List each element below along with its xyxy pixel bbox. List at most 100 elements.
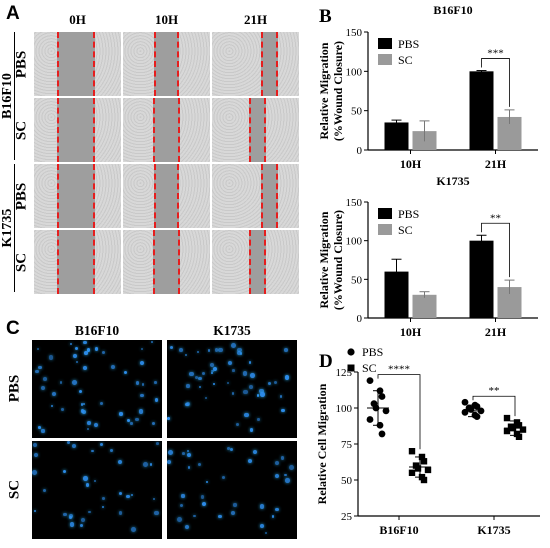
chart-title: B16F10 (433, 3, 472, 17)
cell-dot (68, 515, 73, 520)
cell-dot (38, 365, 42, 370)
legend-label-pbs: PBS (362, 345, 383, 359)
cell-dot (151, 421, 156, 425)
cell-dot (181, 494, 185, 498)
cell-dot (167, 449, 173, 455)
significance-bracket (472, 395, 516, 417)
cell-dot (279, 395, 283, 399)
scratch-image (34, 32, 121, 96)
cell-dot (200, 495, 204, 499)
wound-gap (152, 98, 181, 162)
fluorescence-image (32, 340, 162, 438)
data-point-sc (408, 469, 416, 476)
y-tick-label: 0 (357, 313, 363, 325)
cell-dot (117, 459, 123, 464)
cell-dot (119, 492, 123, 496)
legend-swatch-sc (378, 224, 392, 235)
cell-dot (154, 381, 157, 384)
scratch-image (34, 164, 121, 228)
scratch-image (212, 230, 299, 294)
cell-dot (100, 442, 104, 446)
cell-dot (48, 355, 54, 360)
cell-dot (250, 372, 255, 378)
y-tick-label: 25 (341, 511, 353, 523)
col-header-21h: 21H (243, 12, 268, 27)
y-tick-label: 150 (346, 27, 363, 39)
cell-dot (84, 351, 88, 355)
scratch-line (154, 164, 157, 228)
cell-dot (131, 526, 136, 532)
scratch-line (260, 164, 263, 228)
legend-marker-sc (347, 364, 355, 372)
cell-dot (243, 412, 249, 418)
cell-dot (149, 463, 153, 466)
data-point-pbs (382, 407, 390, 415)
scratch-line (263, 98, 266, 162)
scratch-image (123, 164, 210, 228)
cell-dot (111, 364, 116, 369)
cell-dot (41, 429, 45, 433)
y-tick-label: 50 (341, 475, 353, 487)
legend-label-pbs: PBS (398, 37, 419, 51)
cell-dot (198, 376, 202, 381)
significance-bracket (481, 58, 510, 107)
cell-dot (179, 504, 183, 508)
cell-dot (221, 475, 226, 480)
cell-dot (252, 450, 258, 455)
cell-dot (93, 479, 96, 482)
cell-dot (32, 442, 37, 447)
cell-dot (285, 478, 290, 483)
chart-title: K1735 (436, 174, 469, 188)
cell-dot (119, 412, 123, 416)
data-point-sc (420, 458, 428, 465)
legend-swatch-pbs (378, 208, 392, 219)
y-axis-label-line: Relative Migration (317, 211, 331, 308)
cell-dot (226, 447, 230, 450)
cell-dot (63, 512, 67, 517)
cell-dot (259, 388, 264, 393)
wound-gap (248, 230, 266, 294)
legend-label-sc: SC (362, 361, 377, 375)
cell-dot (32, 470, 38, 475)
data-point-sc (414, 465, 422, 472)
group-bracket (14, 32, 15, 160)
legend-label-sc: SC (398, 223, 413, 237)
cell-dot (42, 377, 47, 381)
cell-dot (235, 422, 239, 427)
x-tick-label: 10H (400, 325, 422, 339)
data-point-pbs (378, 393, 386, 400)
scratch-line (276, 32, 279, 96)
scratch-line (263, 230, 266, 294)
cell-dot (167, 417, 170, 420)
cell-dot (248, 385, 253, 389)
cell-dot (87, 421, 91, 425)
cell-dot (69, 342, 73, 346)
cell-dot (141, 347, 144, 350)
cell-dot (59, 381, 63, 384)
data-point-sc (408, 448, 416, 455)
cell-dot (100, 401, 104, 406)
cell-dot (85, 483, 90, 488)
cell-dot (184, 353, 188, 356)
cell-dot (139, 361, 144, 366)
panel-b-letter: B (319, 6, 332, 27)
cell-dot (78, 389, 83, 393)
cell-dot (214, 348, 219, 352)
cell-dot (33, 509, 36, 513)
col-header-0h: 0H (69, 12, 86, 27)
wound-gap (260, 164, 279, 228)
cell-dot (184, 402, 189, 407)
col-header-k1735: K1735 (213, 323, 251, 338)
scratch-line (152, 98, 155, 162)
significance-bracket (481, 222, 510, 278)
data-point-sc (503, 427, 511, 435)
scratch-image (34, 230, 121, 294)
cell-dot (86, 348, 91, 352)
y-axis-label: Relative Migration(%Wound Closure) (317, 41, 345, 141)
cell-dot (88, 510, 91, 513)
cell-dot (275, 473, 280, 478)
cell-dot (185, 524, 190, 529)
scratch-line (178, 230, 181, 294)
